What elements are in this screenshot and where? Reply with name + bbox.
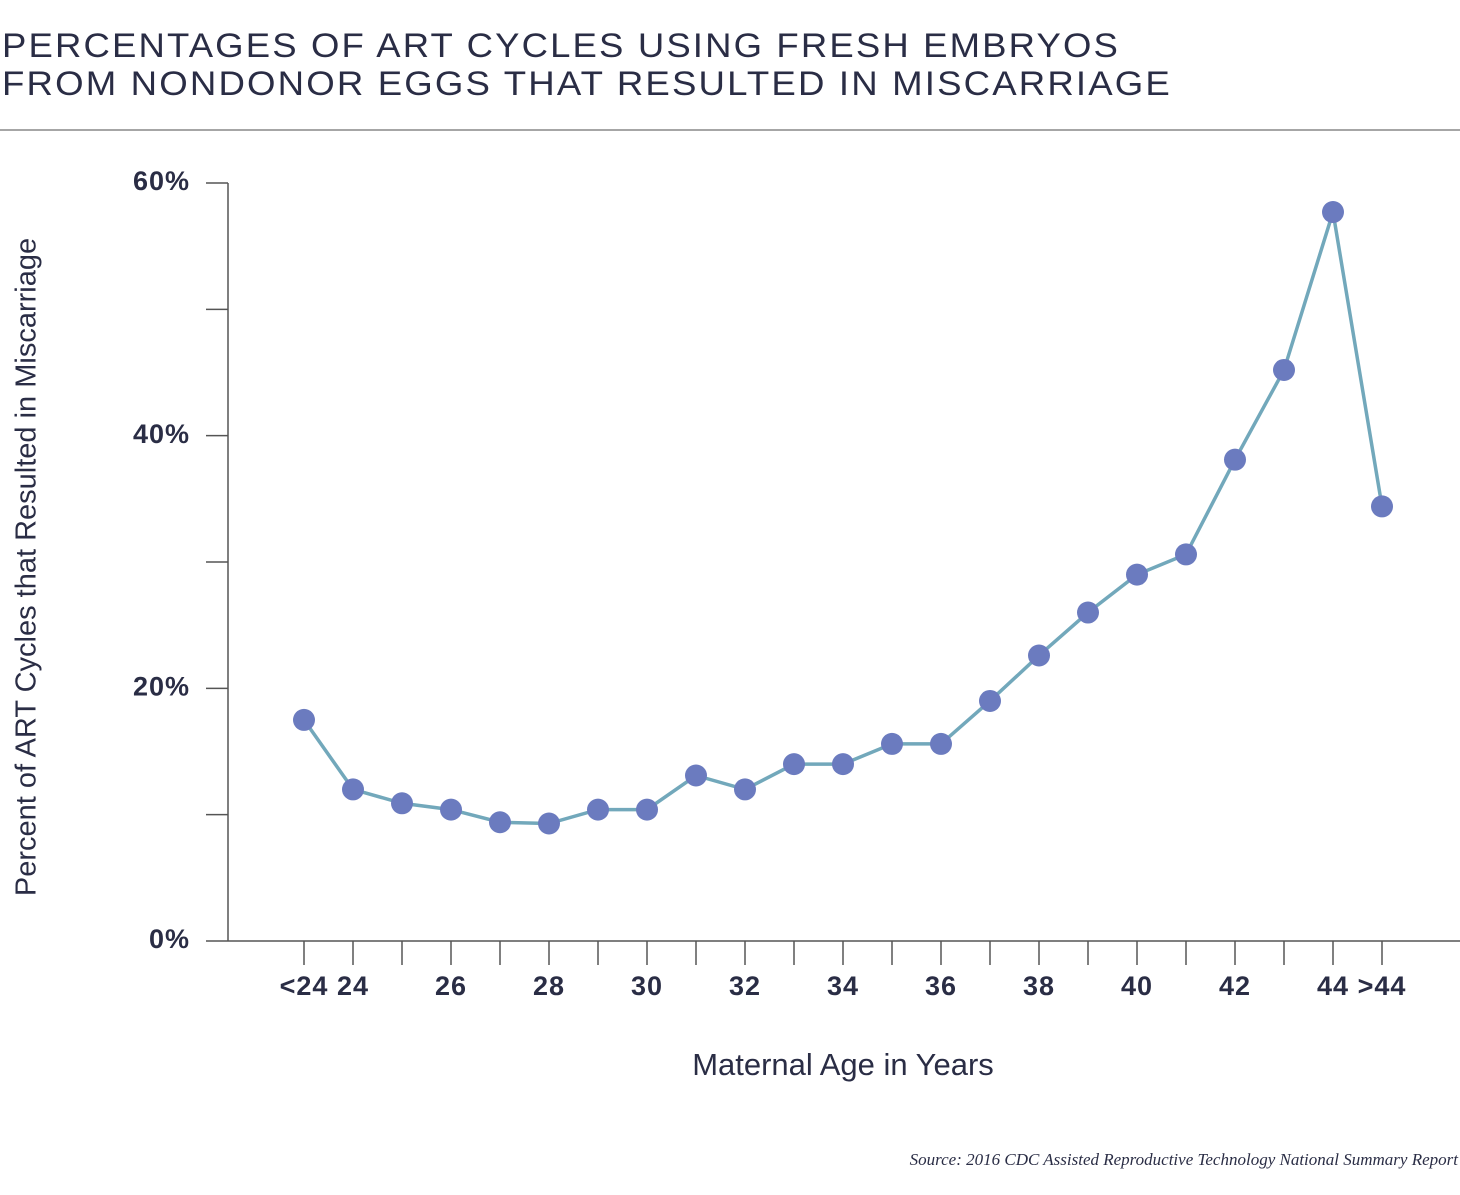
x-tick-label: 34 bbox=[827, 971, 859, 1001]
marker bbox=[1175, 543, 1197, 566]
marker bbox=[391, 792, 413, 815]
marker bbox=[1028, 644, 1050, 667]
y-tick-label: 20% bbox=[133, 671, 190, 701]
y-tick-label: 60% bbox=[133, 166, 190, 196]
marker bbox=[685, 764, 707, 787]
marker bbox=[832, 753, 854, 776]
marker bbox=[1126, 563, 1148, 586]
marker bbox=[440, 798, 462, 821]
x-axis-label: Maternal Age in Years bbox=[692, 1047, 994, 1082]
marker bbox=[734, 778, 756, 801]
y-tick-label: 0% bbox=[149, 924, 190, 954]
marker bbox=[930, 732, 952, 755]
marker bbox=[342, 778, 364, 801]
x-tick-label: 44 bbox=[1317, 971, 1349, 1001]
marker bbox=[293, 708, 315, 731]
marker bbox=[636, 798, 658, 821]
x-tick-label: 42 bbox=[1219, 971, 1251, 1001]
chart-title: PERCENTAGES OF ART CYCLES USING FRESH EM… bbox=[2, 27, 1120, 65]
x-tick-label: 26 bbox=[435, 971, 467, 1001]
marker bbox=[1322, 201, 1344, 224]
y-axis-label: Percent of ART Cycles that Resulted in M… bbox=[11, 238, 43, 896]
line bbox=[302, 211, 1384, 826]
source: Source: 2016 CDC Assisted Reproductive T… bbox=[910, 1150, 1460, 1169]
marker bbox=[1224, 448, 1246, 471]
marker bbox=[1077, 601, 1099, 624]
x-tick-label: 30 bbox=[631, 971, 663, 1001]
x-tick-label: 40 bbox=[1121, 971, 1153, 1001]
marker bbox=[881, 732, 903, 755]
x-tick-label: 36 bbox=[925, 971, 957, 1001]
marker bbox=[489, 811, 511, 834]
y-tick-label: 40% bbox=[133, 419, 190, 449]
x-tick-label: 24 bbox=[337, 971, 369, 1001]
marker bbox=[1273, 358, 1295, 381]
marker bbox=[587, 798, 609, 821]
marker bbox=[538, 812, 560, 835]
x-tick-label: 28 bbox=[533, 971, 565, 1001]
marker bbox=[783, 753, 805, 776]
x-tick-label: 32 bbox=[729, 971, 761, 1001]
marker bbox=[979, 689, 1001, 712]
marker bbox=[1371, 495, 1393, 518]
x-tick-label: >44 bbox=[1358, 971, 1407, 1001]
x-tick-label: <24 bbox=[280, 971, 329, 1001]
chart-title: FROM NONDONOR EGGS THAT RESULTED IN MISC… bbox=[2, 65, 1172, 103]
x-tick-label: 38 bbox=[1023, 971, 1055, 1001]
